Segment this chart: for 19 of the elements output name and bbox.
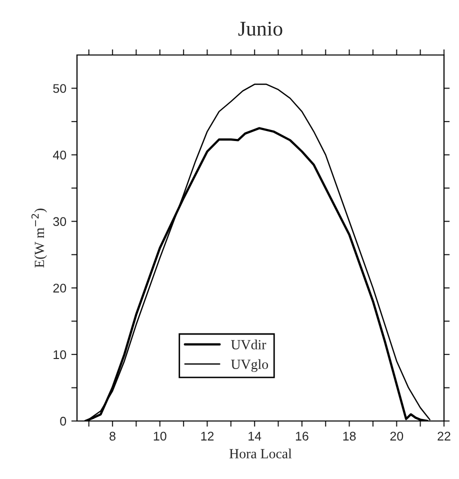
x-axis-title: Hora Local	[229, 448, 292, 458]
x-tick-label: 10	[154, 432, 166, 441]
x-tick-label: 20	[390, 432, 404, 441]
x-tick-label: 18	[343, 432, 356, 441]
y-axis-title: E(W m$^{−2}$)	[31, 208, 47, 268]
y-tick-label: 20	[53, 284, 66, 293]
y-tick-label: 40	[52, 150, 66, 160]
x-tick-label: 22	[438, 432, 450, 440]
y-tick-label: 0	[60, 416, 66, 426]
x-tick-label: 8	[110, 432, 116, 441]
legend-label: UVglo	[231, 359, 268, 372]
y-tick-label: 50	[53, 84, 66, 93]
legend-label: UVdir	[231, 340, 266, 350]
y-tick-label: 10	[54, 350, 66, 360]
chart-title: Junio	[238, 22, 282, 36]
y-tick-label: 30	[53, 217, 66, 226]
x-tick-label: 16	[296, 432, 308, 441]
x-tick-label: 14	[248, 432, 262, 440]
x-tick-label: 12	[201, 432, 214, 440]
